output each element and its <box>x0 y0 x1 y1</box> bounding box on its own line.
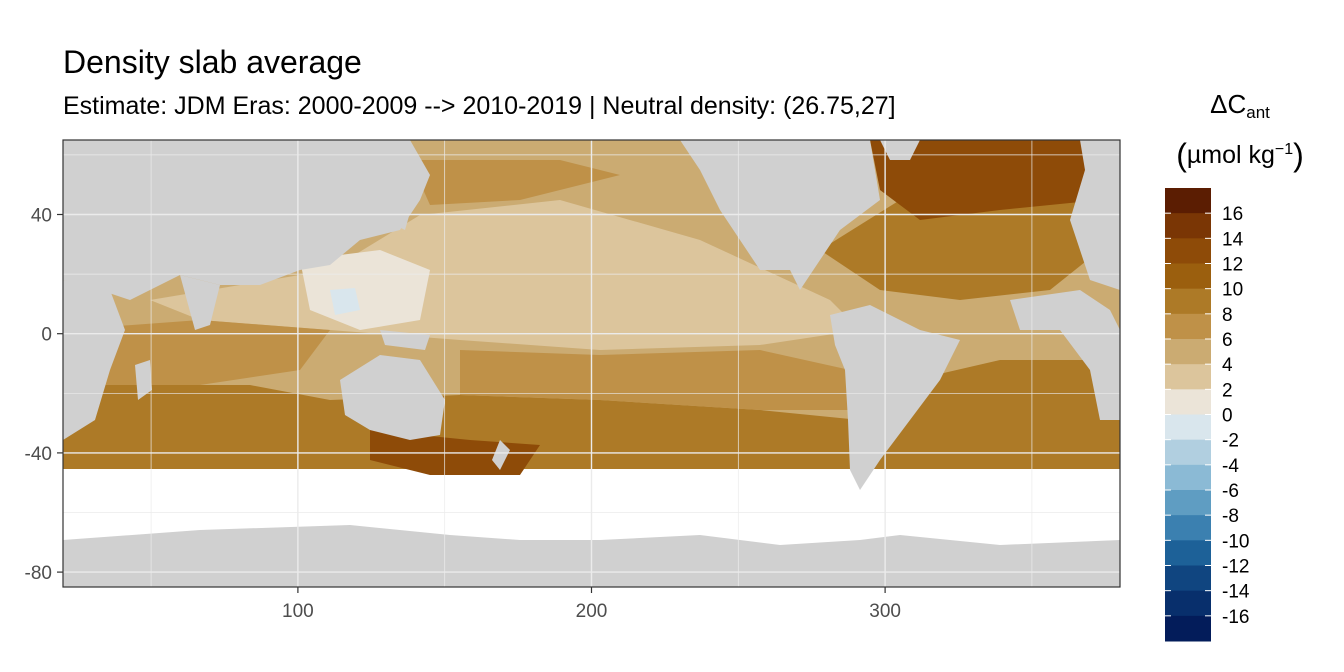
colorbar-swatch <box>1165 238 1211 264</box>
land-australia <box>340 355 445 440</box>
zone-south-band <box>63 385 860 469</box>
colorbar-label: -8 <box>1222 506 1239 527</box>
zone-indonesia-blue <box>330 288 360 315</box>
colorbar-label: -4 <box>1222 456 1239 477</box>
land-eurasia <box>63 140 430 300</box>
colorbar-swatch <box>1165 288 1211 315</box>
colorbar-swatch <box>1165 540 1211 566</box>
chart-subtitle: Estimate: JDM Eras: 2000-2009 --> 2010-2… <box>63 92 896 120</box>
land-new-zealand <box>492 440 510 470</box>
colorbar: 16 14 12 10 8 6 4 2 0 -2 -4 -6 -8 -10 -12 -14 -16 <box>1165 188 1250 642</box>
colorbar-swatch <box>1165 313 1211 340</box>
colorbar-label: 0 <box>1222 406 1233 427</box>
x-tick-label: 300 <box>869 601 901 622</box>
colorbar-label: -16 <box>1222 607 1249 628</box>
land-africa-west <box>1010 290 1120 420</box>
colorbar-swatch <box>1165 490 1211 516</box>
colorbar-label: 12 <box>1222 255 1243 276</box>
colorbar-label: 4 <box>1222 355 1233 376</box>
map-layer <box>63 140 1120 587</box>
colorbar-swatch <box>1165 339 1211 365</box>
land-japan <box>395 180 415 230</box>
y-tick-label: -80 <box>25 563 52 584</box>
y-tick-label: -40 <box>25 444 52 465</box>
zone-south-pacific-mid <box>460 350 855 410</box>
colorbar-label: 14 <box>1222 229 1244 250</box>
gridlines <box>63 140 1120 587</box>
zone-west-pacific-zero <box>300 250 430 330</box>
colorbar-label: 8 <box>1222 305 1233 326</box>
legend-unit: (µmol kg−1) <box>1176 137 1304 173</box>
y-tick-label: 40 <box>31 206 52 227</box>
land-africa-east <box>63 280 125 440</box>
colorbar-label: -10 <box>1222 531 1249 552</box>
zone-north-atlantic <box>820 180 1100 300</box>
colorbar-swatch <box>1165 389 1211 415</box>
land-madagascar <box>135 360 152 400</box>
x-axis: 100 200 300 <box>282 587 901 622</box>
colorbar-swatch <box>1165 263 1211 290</box>
colorbar-swatch <box>1165 188 1211 214</box>
colorbar-swatch <box>1165 615 1211 642</box>
colorbar-label: 6 <box>1222 330 1233 351</box>
x-tick-label: 200 <box>576 601 608 622</box>
colorbar-swatch <box>1165 590 1211 617</box>
x-tick-label: 100 <box>282 601 314 622</box>
land-india <box>180 275 220 330</box>
colorbar-label: -6 <box>1222 481 1239 502</box>
colorbar-swatch <box>1165 364 1211 390</box>
land-new-guinea <box>380 330 430 350</box>
colorbar-swatch <box>1165 464 1211 491</box>
colorbar-swatch <box>1165 565 1211 592</box>
y-tick-label: 0 <box>41 325 52 346</box>
chart-title: Density slab average <box>63 44 362 80</box>
colorbar-swatch <box>1165 515 1211 541</box>
colorbar-swatch <box>1165 414 1211 441</box>
colorbar-label: 16 <box>1222 204 1243 225</box>
colorbar-label: -12 <box>1222 557 1249 578</box>
colorbar-label: 10 <box>1222 280 1243 301</box>
legend-title: ΔCant <box>1210 89 1270 122</box>
colorbar-label: -14 <box>1222 582 1250 603</box>
land-south-america <box>830 305 960 490</box>
colorbar-swatch <box>1165 213 1211 239</box>
zone-north-pacific-kuroshio <box>410 160 620 205</box>
colorbar-label: 2 <box>1222 380 1233 401</box>
zone-north-atlantic-dark <box>870 140 1120 220</box>
colorbar-label: -2 <box>1222 431 1239 452</box>
colorbar-swatch <box>1165 439 1211 466</box>
y-axis: 40 0 -40 -80 <box>25 206 63 584</box>
zone-indian-south <box>63 320 330 385</box>
